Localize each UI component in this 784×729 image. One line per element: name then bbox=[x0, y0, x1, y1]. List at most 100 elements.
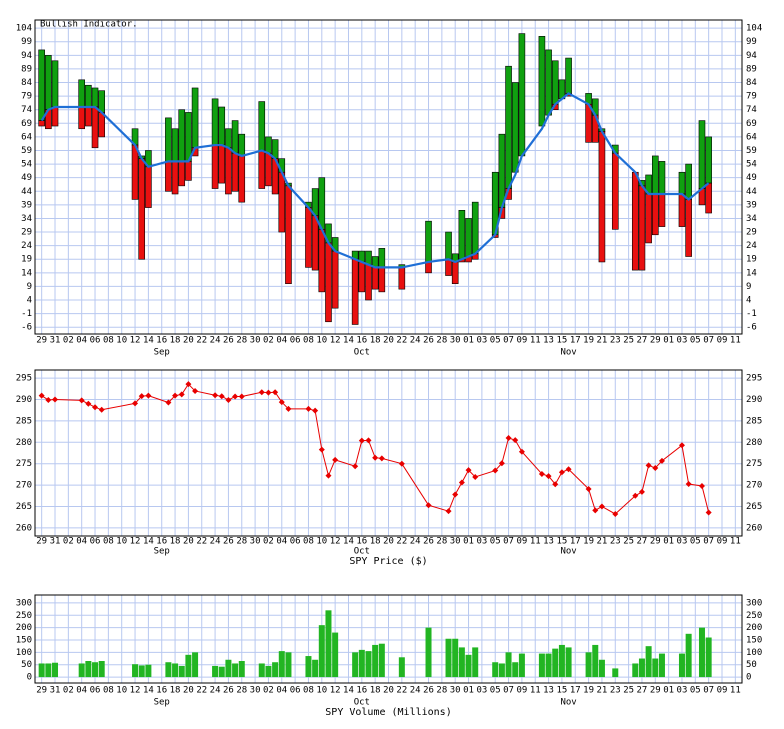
x-tick-label: 06 bbox=[90, 537, 101, 547]
volume-bar bbox=[512, 662, 519, 678]
x-tick-label: 21 bbox=[597, 336, 608, 346]
price-marker bbox=[325, 472, 332, 479]
y-tick-label-right: 250 bbox=[746, 611, 762, 621]
x-tick-label: 09 bbox=[717, 537, 728, 547]
x-tick-label: 24 bbox=[210, 336, 221, 346]
price-marker bbox=[238, 393, 245, 400]
x-tick-label: 30 bbox=[450, 686, 461, 696]
volume-bar bbox=[365, 651, 372, 678]
x-tick-label: 12 bbox=[130, 686, 141, 696]
x-tick-label: 11 bbox=[530, 537, 541, 547]
x-tick-label: 03 bbox=[476, 686, 487, 696]
price-marker bbox=[512, 437, 519, 444]
bar-above bbox=[258, 101, 266, 151]
x-tick-label: 12 bbox=[330, 336, 341, 346]
x-tick-label: 14 bbox=[343, 686, 354, 696]
y-tick-label: 29 bbox=[21, 228, 32, 238]
y-tick-label: 14 bbox=[21, 268, 32, 278]
y-tick-label: 24 bbox=[21, 241, 32, 251]
y-tick-label: 200 bbox=[16, 623, 32, 633]
x-tick-label: 30 bbox=[450, 336, 461, 346]
bar-below bbox=[285, 185, 292, 285]
y-tick-label: 290 bbox=[16, 395, 32, 405]
axis-title: SPY Volume (Millions) bbox=[325, 707, 451, 718]
month-label: Nov bbox=[560, 348, 576, 358]
price-marker bbox=[658, 457, 665, 464]
bar-below bbox=[658, 193, 666, 227]
y-tick-label-right: 49 bbox=[746, 173, 757, 183]
y-tick-label: 69 bbox=[21, 119, 32, 129]
x-tick-label: 17 bbox=[570, 537, 581, 547]
price-marker bbox=[678, 442, 685, 449]
x-tick-label: 13 bbox=[543, 336, 554, 346]
month-label: Nov bbox=[560, 547, 576, 557]
volume-bar bbox=[258, 663, 265, 678]
x-tick-label: 05 bbox=[690, 336, 701, 346]
x-tick-label: 15 bbox=[556, 686, 567, 696]
y-tick-label-right: 9 bbox=[746, 282, 751, 292]
y-tick-label: 50 bbox=[21, 660, 32, 670]
x-tick-label: 01 bbox=[663, 336, 674, 346]
y-tick-label: 275 bbox=[16, 459, 32, 469]
price-marker bbox=[38, 392, 45, 399]
x-tick-label: 02 bbox=[63, 336, 74, 346]
price-marker bbox=[165, 399, 172, 406]
y-tick-label: 34 bbox=[21, 214, 32, 224]
bar-below bbox=[351, 258, 359, 325]
y-tick-label-right: 24 bbox=[746, 241, 757, 251]
price-marker bbox=[585, 485, 592, 492]
x-tick-label: 20 bbox=[383, 686, 394, 696]
volume-bar bbox=[452, 638, 459, 678]
bar-above bbox=[225, 128, 232, 149]
price-marker bbox=[498, 460, 505, 467]
volume-bar bbox=[92, 662, 99, 678]
y-tick-label-right: 150 bbox=[746, 635, 762, 645]
price-marker bbox=[632, 492, 639, 499]
x-tick-label: 22 bbox=[196, 537, 207, 547]
bar-below bbox=[178, 161, 186, 187]
price-marker bbox=[685, 481, 692, 488]
volume-bar bbox=[678, 653, 685, 678]
x-tick-label: 25 bbox=[623, 686, 634, 696]
volume-bar bbox=[445, 638, 452, 678]
x-tick-label: 14 bbox=[343, 336, 354, 346]
volume-bar bbox=[38, 663, 45, 678]
x-tick-label: 25 bbox=[623, 537, 634, 547]
price-marker bbox=[318, 446, 325, 453]
volume-bar bbox=[225, 659, 232, 678]
x-tick-label: 29 bbox=[650, 336, 661, 346]
x-tick-label: 16 bbox=[156, 537, 167, 547]
price-marker bbox=[445, 508, 452, 515]
bar-below bbox=[51, 106, 59, 127]
x-tick-label: 17 bbox=[570, 336, 581, 346]
y-tick-label: 100 bbox=[16, 648, 32, 658]
bar-above bbox=[231, 120, 239, 154]
volume-bar bbox=[45, 663, 52, 678]
x-tick-label: 18 bbox=[170, 537, 181, 547]
x-tick-label: 24 bbox=[410, 537, 421, 547]
price-marker bbox=[218, 393, 225, 400]
y-tick-label: -1 bbox=[21, 309, 32, 319]
y-tick-label: 285 bbox=[16, 416, 32, 426]
volume-bar bbox=[598, 659, 605, 678]
y-tick-label-right: 50 bbox=[746, 660, 757, 670]
x-tick-label: 24 bbox=[410, 336, 421, 346]
month-label: Nov bbox=[560, 698, 576, 708]
price-marker bbox=[705, 509, 712, 516]
y-tick-label: 0 bbox=[27, 673, 32, 683]
x-tick-label: 29 bbox=[650, 537, 661, 547]
x-tick-label: 16 bbox=[356, 686, 367, 696]
x-tick-label: 28 bbox=[436, 537, 447, 547]
bar-below bbox=[131, 144, 139, 200]
volume-bar bbox=[458, 647, 465, 678]
price-marker bbox=[538, 470, 545, 477]
volume-bar bbox=[52, 662, 59, 678]
month-label: Sep bbox=[154, 348, 170, 358]
volume-bar bbox=[332, 632, 339, 678]
x-tick-label: 25 bbox=[623, 336, 634, 346]
x-tick-label: 19 bbox=[583, 336, 594, 346]
volume-bar bbox=[352, 652, 359, 678]
month-label: Sep bbox=[154, 698, 170, 708]
price-marker bbox=[225, 396, 232, 403]
